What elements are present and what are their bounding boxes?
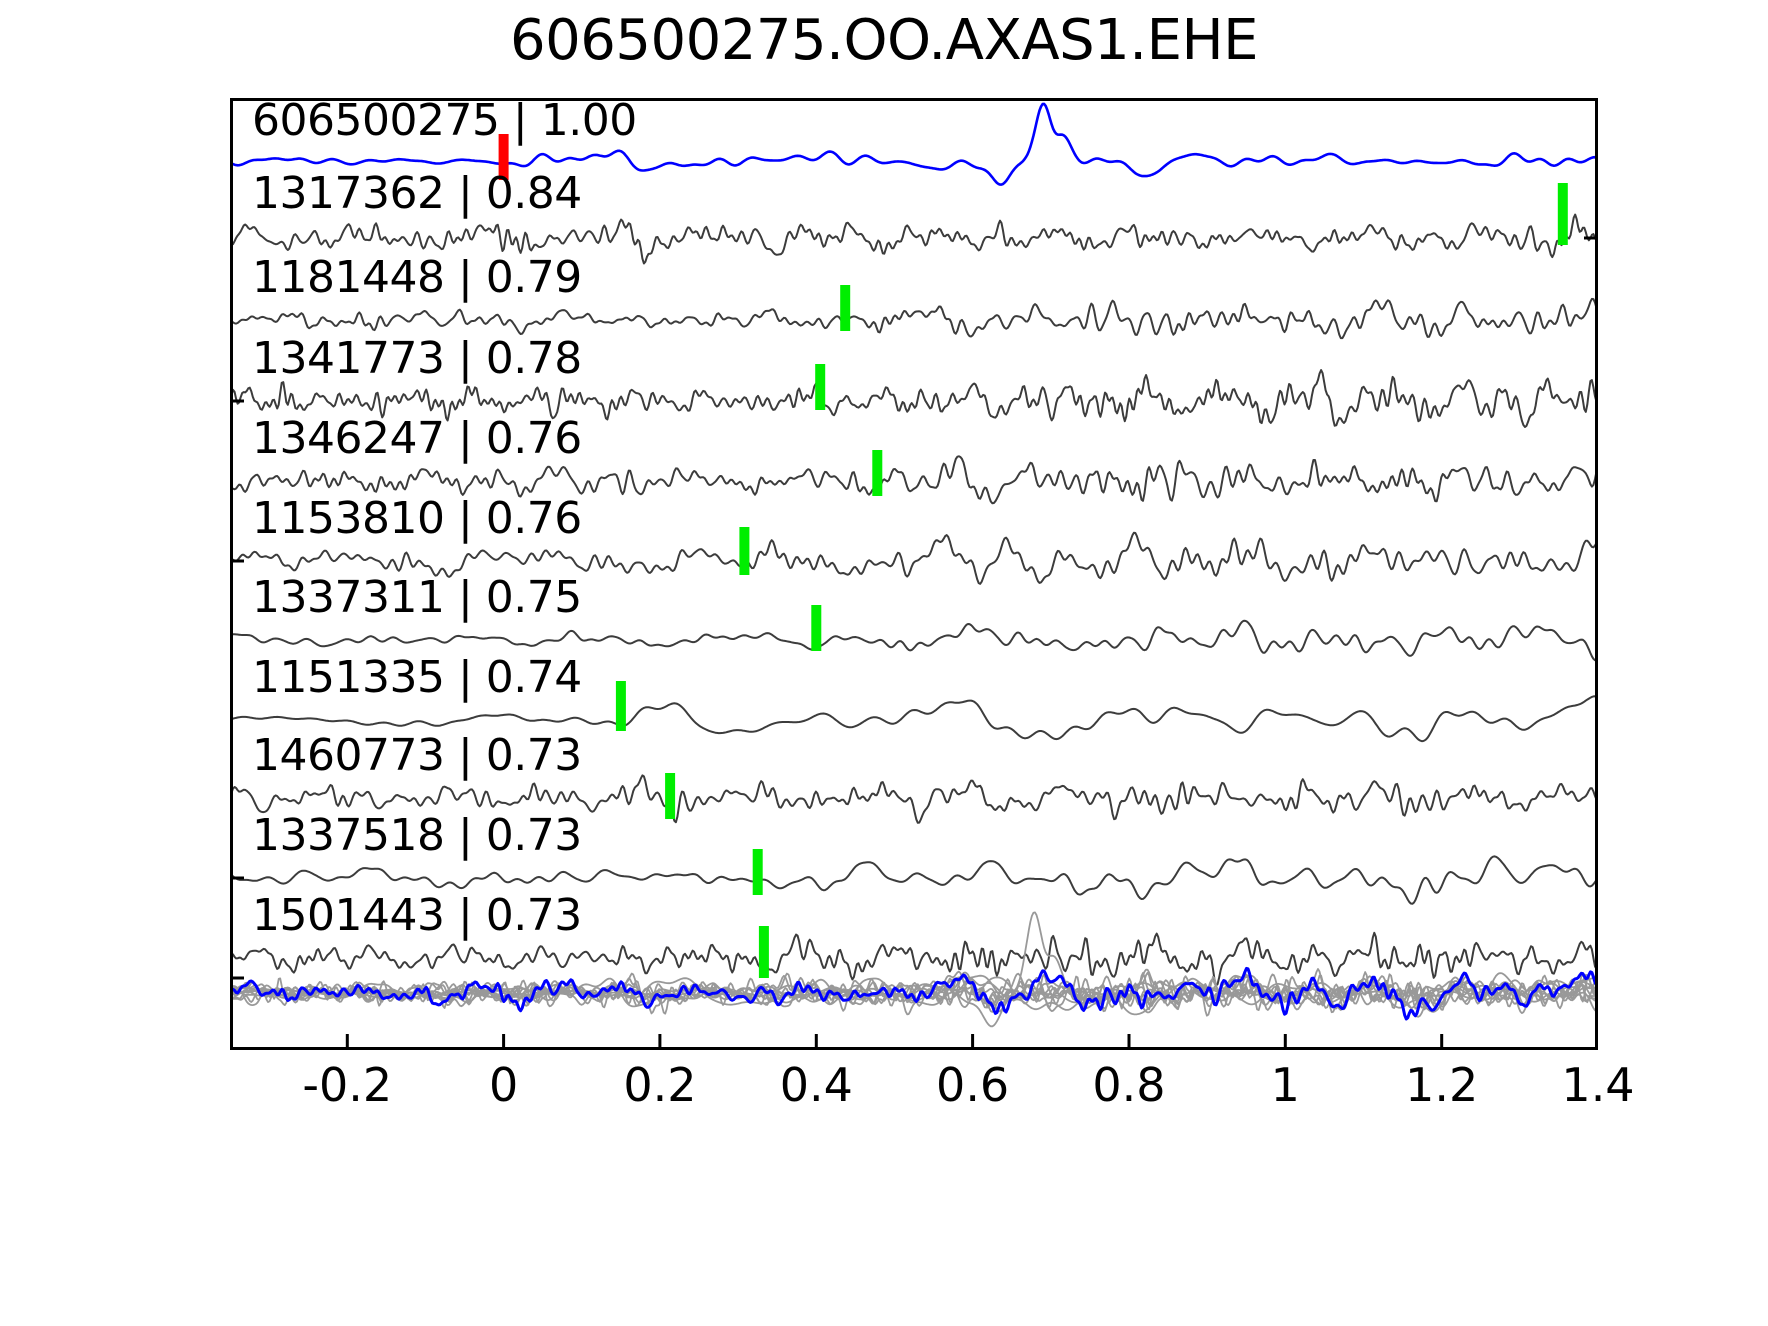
waveform-trace	[230, 855, 1598, 905]
stack-mean-trace	[230, 966, 1598, 1021]
detection-pick-marker	[615, 681, 626, 731]
waveform-trace	[230, 774, 1598, 824]
waveform-trace	[230, 695, 1598, 743]
trace-label: 1460773 | 0.73	[252, 730, 582, 781]
waveform-trace	[230, 619, 1598, 662]
trace-label: 606500275 | 1.00	[252, 95, 637, 146]
waveform-trace	[230, 102, 1598, 186]
x-tick-label: 0.2	[623, 1058, 697, 1112]
waveform-trace	[230, 369, 1598, 428]
detection-pick-marker	[758, 926, 769, 978]
x-tick-label: 0.8	[1092, 1058, 1166, 1112]
detection-pick-marker	[872, 450, 883, 496]
trace-label: 1337311 | 0.75	[252, 572, 582, 623]
waveform-canvas	[230, 102, 1598, 1050]
trace-label: 1181448 | 0.79	[252, 252, 582, 303]
detection-pick-marker	[739, 527, 750, 575]
page-title: 606500275.OO.AXAS1.EHE	[510, 8, 1258, 73]
x-tick-label: 1	[1270, 1058, 1300, 1112]
detection-pick-marker	[815, 364, 826, 410]
waveform-trace	[230, 931, 1598, 987]
waveform-trace	[230, 531, 1598, 585]
waveform-trace	[230, 213, 1598, 265]
x-tick-label: -0.2	[302, 1058, 393, 1112]
x-tick-label: 0.6	[936, 1058, 1010, 1112]
detection-pick-marker	[840, 285, 851, 331]
detection-pick-marker	[752, 849, 763, 895]
trace-label: 1501443 | 0.73	[252, 890, 582, 941]
x-axis-tick-labels: -0.2 0 0.2 0.4 0.6 0.8 1 1.2 1.4	[0, 1050, 1768, 1130]
waveform-trace	[230, 455, 1598, 505]
template-pick-marker	[498, 134, 509, 180]
stack-member-trace	[230, 974, 1598, 1013]
x-tick-label: 1.2	[1405, 1058, 1479, 1112]
detection-pick-marker	[665, 773, 676, 819]
x-tick-label: 0	[488, 1058, 519, 1112]
detection-pick-marker	[811, 605, 822, 651]
trace-label: 1317362 | 0.84	[252, 168, 582, 219]
trace-label: 1337518 | 0.73	[252, 810, 582, 861]
trace-label: 1153810 | 0.76	[252, 493, 582, 544]
x-tick-label: 0.4	[779, 1058, 853, 1112]
waveform-trace	[230, 297, 1598, 340]
trace-label: 1151335 | 0.74	[252, 652, 582, 703]
detection-pick-marker	[1557, 183, 1568, 245]
trace-label: 1346247 | 0.76	[252, 413, 582, 464]
trace-label: 1341773 | 0.78	[252, 333, 582, 384]
x-tick-label: 1.4	[1561, 1058, 1635, 1112]
